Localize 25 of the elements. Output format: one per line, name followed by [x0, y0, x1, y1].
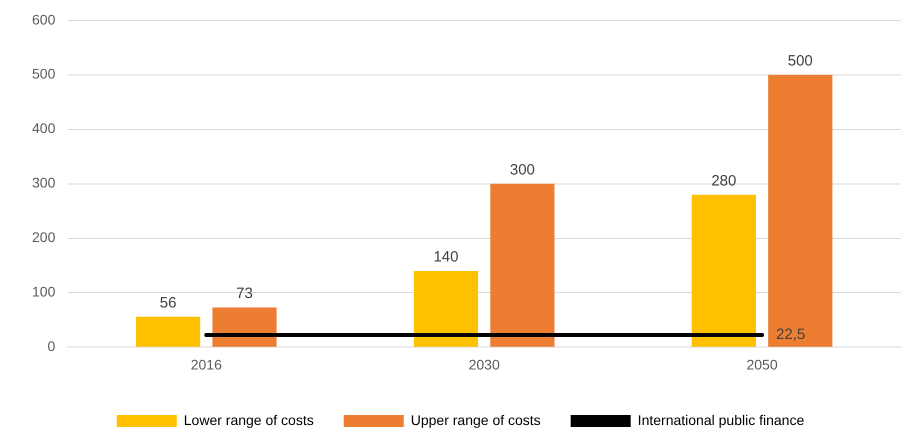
legend-label: Lower range of costs [184, 412, 314, 428]
data-label: 73 [236, 285, 253, 302]
data-label: 500 [788, 52, 813, 70]
data-label: 300 [510, 161, 535, 178]
x-tick-label: 2050 [746, 356, 778, 372]
data-label: 140 [433, 248, 458, 266]
y-tick-label: 300 [32, 174, 56, 191]
data-label: 280 [711, 172, 736, 190]
bar [692, 194, 756, 347]
data-label: 22,5 [776, 326, 806, 344]
bar [414, 270, 478, 347]
x-tick-label: 2030 [468, 356, 500, 372]
y-tick-label: 600 [32, 11, 56, 28]
data-label: 56 [160, 294, 176, 312]
y-tick-label: 0 [48, 338, 56, 354]
y-tick-label: 500 [32, 66, 56, 82]
bar [490, 184, 554, 347]
y-tick-label: 200 [32, 229, 56, 246]
y-tick-label: 100 [32, 284, 56, 300]
bar [768, 74, 832, 347]
legend-label: Upper range of costs [410, 412, 541, 428]
x-tick-label: 2016 [190, 356, 222, 372]
legend-label: International public finance [638, 412, 804, 428]
y-tick-label: 400 [32, 120, 56, 136]
bar [136, 316, 200, 347]
